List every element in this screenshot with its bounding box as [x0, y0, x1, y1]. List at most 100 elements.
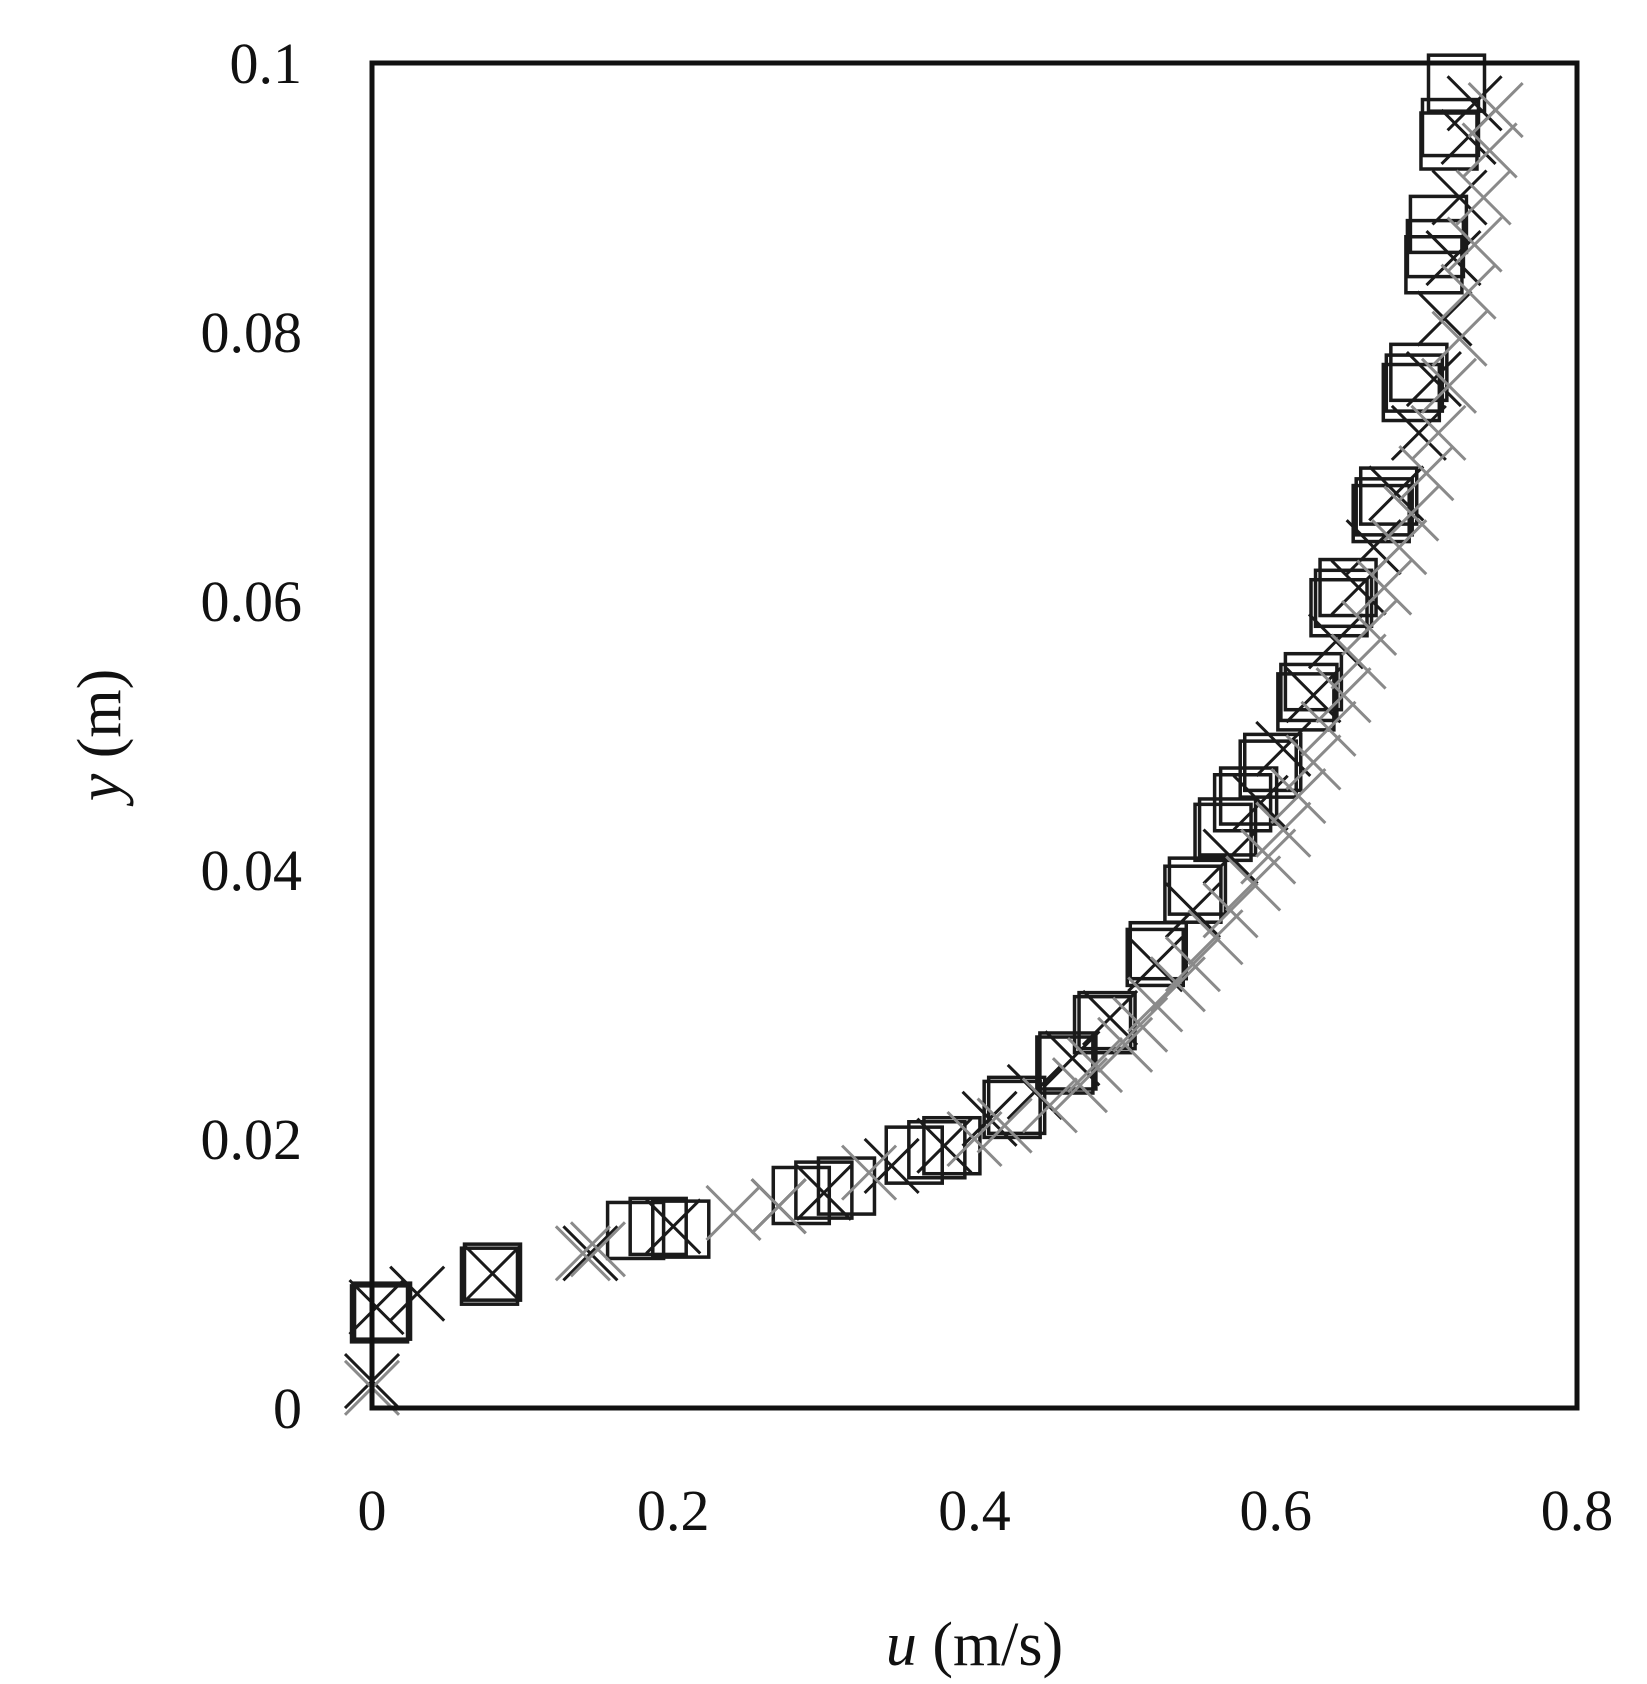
square-marker — [1358, 466, 1419, 526]
square-marker — [1283, 651, 1344, 712]
cross-marker-gray — [1112, 996, 1169, 1053]
square-marker — [459, 1246, 520, 1306]
cross-marker-gray — [1270, 767, 1327, 825]
cross-marker-gray — [1285, 734, 1342, 791]
square-marker — [1426, 53, 1487, 113]
cross-marker-gray — [1410, 404, 1467, 461]
square-marker — [628, 1196, 688, 1257]
cross-marker-gray — [1164, 936, 1221, 993]
cross-marker-gray — [841, 1144, 898, 1201]
cross-marker-gray — [1383, 485, 1440, 542]
square-marker — [1197, 797, 1258, 857]
cross-marker-gray — [750, 1178, 807, 1235]
cross-marker-gray — [1127, 976, 1184, 1033]
cross-marker-dark — [1390, 404, 1447, 461]
square-marker — [1072, 994, 1133, 1055]
y-tick-label: 0.04 — [201, 838, 303, 903]
square-marker — [1035, 1035, 1095, 1095]
square-marker — [1381, 362, 1442, 423]
square-marker — [771, 1165, 832, 1226]
y-tick-label: 0.02 — [201, 1107, 303, 1172]
x-axis-var: u — [886, 1611, 917, 1679]
y-tick-label: 0.08 — [201, 300, 303, 365]
cross-marker-gray — [705, 1184, 762, 1242]
cross-marker-dark — [1232, 774, 1289, 831]
cross-marker-gray — [1300, 700, 1357, 757]
cross-marker-dark — [1405, 351, 1462, 408]
x-tick-label: 0.2 — [637, 1478, 710, 1543]
cross-marker-gray — [1187, 909, 1244, 966]
y-tick-label: 0.1 — [230, 31, 303, 96]
y-axis-unit: (m) — [66, 669, 134, 774]
cross-marker-gray — [1356, 559, 1413, 616]
square-marker — [349, 1284, 410, 1344]
cross-marker-gray — [1398, 445, 1455, 502]
cross-marker-dark — [1446, 75, 1503, 132]
cross-marker-gray — [1446, 216, 1503, 273]
y-tick-label: 0.06 — [201, 569, 303, 634]
y-axis-title: y (m) — [66, 669, 134, 808]
cross-marker-dark — [645, 1198, 702, 1255]
cross-marker-gray — [1341, 599, 1398, 656]
cross-marker-gray — [1021, 1077, 1078, 1134]
cross-marker-gray — [1455, 169, 1512, 226]
cross-marker-gray — [569, 1221, 626, 1278]
plot-frame — [369, 60, 1580, 1411]
square-marker — [1276, 672, 1336, 732]
cross-marker-dark — [562, 1225, 619, 1282]
x-tick-label: 0 — [358, 1478, 387, 1543]
cross-marker-gray — [1255, 801, 1312, 858]
cross-marker-dark — [348, 1279, 405, 1336]
square-marker — [1408, 194, 1469, 255]
square-marker — [907, 1120, 967, 1180]
cross-marker-dark — [1255, 720, 1312, 778]
cross-marker-gray — [1420, 357, 1478, 414]
cross-marker-dark — [795, 1164, 852, 1221]
y-tick-label: 0 — [273, 1376, 302, 1441]
square-marker — [352, 1281, 413, 1341]
square-marker — [1128, 920, 1189, 981]
square-marker — [982, 1079, 1042, 1140]
cross-marker-gray — [1240, 828, 1297, 885]
cross-marker-gray — [1467, 82, 1524, 139]
square-marker — [1309, 577, 1369, 638]
x-axis-unit: (m/s) — [917, 1611, 1063, 1679]
cross-marker-gray — [1431, 310, 1488, 367]
cross-marker-dark — [1307, 613, 1365, 670]
square-marker — [1125, 927, 1185, 988]
y-tick-labels: 0 0.02 0.04 0.06 0.08 0.1 — [201, 31, 303, 1441]
cross-marker-gray — [976, 1097, 1033, 1154]
cross-marker-gray — [1097, 1016, 1154, 1073]
cross-marker-dark — [1431, 169, 1488, 226]
cross-marker-gray — [1315, 667, 1372, 724]
square-marker — [1384, 353, 1445, 413]
x-tick-labels: 0 0.2 0.4 0.6 0.8 — [358, 1478, 1614, 1543]
x-axis-title: u (m/s) — [886, 1611, 1063, 1679]
cross-marker-gray — [1461, 122, 1518, 179]
x-tick-label: 0.4 — [938, 1478, 1011, 1543]
cross-marker-gray — [1440, 263, 1497, 320]
cross-marker-dark — [389, 1265, 446, 1322]
cross-marker-dark — [1416, 290, 1473, 347]
cross-marker-gray — [1202, 882, 1259, 939]
x-tick-label: 0.8 — [1541, 1478, 1614, 1543]
square-marker — [1318, 557, 1378, 618]
cross-marker-gray — [946, 1110, 1003, 1168]
square-marker — [462, 1242, 523, 1302]
x-tick-label: 0.6 — [1240, 1478, 1313, 1543]
cross-marker-dark — [1345, 519, 1402, 576]
square-marker — [1279, 662, 1339, 723]
cross-marker-dark — [464, 1245, 521, 1302]
square-marker — [1419, 111, 1479, 171]
cross-marker-dark — [863, 1137, 920, 1194]
cross-marker-gray — [1330, 633, 1387, 690]
cross-marker-gray — [1225, 855, 1282, 912]
square-marker — [1163, 864, 1223, 924]
y-axis-var: y — [66, 773, 134, 807]
cross-marker-gray — [554, 1225, 611, 1282]
cross-marker-gray — [1371, 519, 1428, 576]
cross-marker-gray — [1066, 1036, 1124, 1094]
square-marker — [651, 1199, 711, 1259]
data-marks — [343, 53, 1524, 1416]
